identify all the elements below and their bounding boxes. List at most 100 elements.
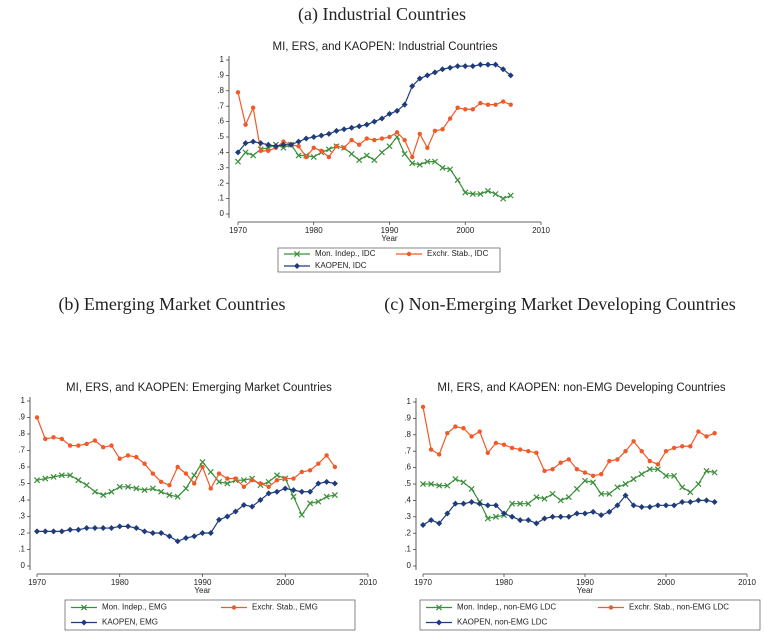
marker [356, 123, 363, 130]
marker [166, 533, 173, 540]
marker [141, 528, 148, 535]
marker [501, 442, 507, 447]
marker [42, 528, 49, 535]
marker [80, 604, 88, 611]
marker [534, 450, 539, 456]
marker [662, 472, 670, 479]
marker [158, 479, 164, 485]
marker [439, 164, 446, 171]
marker [428, 447, 434, 452]
marker [42, 475, 49, 482]
marker [386, 143, 393, 150]
marker [290, 493, 297, 500]
marker [331, 492, 338, 499]
marker [432, 128, 438, 134]
marker [387, 134, 392, 140]
marker [492, 513, 499, 520]
marker [142, 461, 147, 466]
marker [258, 481, 263, 486]
marker [76, 443, 81, 448]
marker [440, 127, 445, 132]
marker [67, 526, 74, 533]
marker [298, 511, 305, 518]
marker [92, 438, 98, 443]
marker [671, 502, 678, 509]
y-tick-label: .4 [404, 496, 411, 505]
marker [452, 500, 459, 507]
marker [325, 130, 332, 137]
marker [315, 480, 322, 487]
panel-caption: (c) Non-Emerging Market Developing Count… [384, 294, 736, 315]
marker [125, 483, 132, 490]
marker [679, 499, 686, 506]
x-tick-label: 1980 [305, 226, 323, 235]
marker [582, 470, 588, 475]
marker [533, 520, 540, 527]
marker [581, 477, 589, 484]
marker [679, 484, 686, 491]
y-tick-label: .1 [18, 545, 25, 554]
marker [134, 454, 139, 460]
marker [117, 456, 122, 461]
marker [420, 522, 426, 528]
marker [33, 477, 41, 484]
marker [663, 449, 669, 454]
x-tick-label: 1970 [414, 578, 432, 587]
y-tick-label: .1 [404, 545, 411, 554]
marker [445, 430, 450, 436]
marker [647, 458, 652, 464]
marker [272, 143, 279, 150]
marker [558, 460, 563, 465]
marker [378, 149, 385, 156]
marker [67, 472, 74, 479]
marker [371, 157, 378, 164]
marker [439, 66, 446, 73]
x-tick-label: 1980 [495, 578, 513, 587]
marker [357, 142, 362, 147]
y-tick-label: 0 [407, 561, 412, 570]
marker [282, 485, 289, 492]
marker [461, 426, 466, 431]
marker [50, 528, 57, 535]
marker [509, 500, 516, 507]
marker [542, 468, 547, 474]
marker [598, 490, 605, 497]
y-tick-label: 1 [407, 397, 412, 406]
marker [646, 466, 653, 473]
series-line [237, 92, 511, 159]
marker [158, 488, 165, 495]
panel-caption: (b) Emerging Market Countries [58, 294, 285, 315]
marker [43, 436, 48, 442]
marker [58, 528, 65, 535]
marker [711, 499, 718, 506]
marker [417, 131, 422, 137]
y-tick-label: .2 [217, 178, 224, 187]
marker [291, 476, 296, 481]
marker [323, 478, 330, 485]
marker [295, 138, 302, 145]
marker [294, 263, 300, 269]
marker [91, 488, 98, 495]
marker [174, 493, 181, 500]
marker [298, 488, 305, 495]
y-tick-label: .8 [404, 430, 411, 439]
marker [484, 61, 491, 68]
marker [348, 124, 355, 131]
marker [234, 158, 242, 165]
marker [341, 145, 347, 150]
marker [166, 492, 173, 499]
chart-title: MI, ERS, and KAOPEN: non-EMG Developing … [437, 382, 726, 394]
marker [303, 154, 309, 160]
marker [409, 160, 416, 167]
legend-label: KAOPEN, EMG [102, 618, 158, 627]
x-tick-label: 1990 [576, 578, 594, 587]
marker [424, 72, 431, 79]
marker [654, 466, 661, 473]
marker [75, 477, 82, 484]
marker [280, 144, 287, 151]
marker [419, 480, 427, 488]
marker [303, 135, 310, 142]
marker [241, 484, 247, 489]
marker [630, 476, 637, 483]
marker [508, 102, 513, 107]
